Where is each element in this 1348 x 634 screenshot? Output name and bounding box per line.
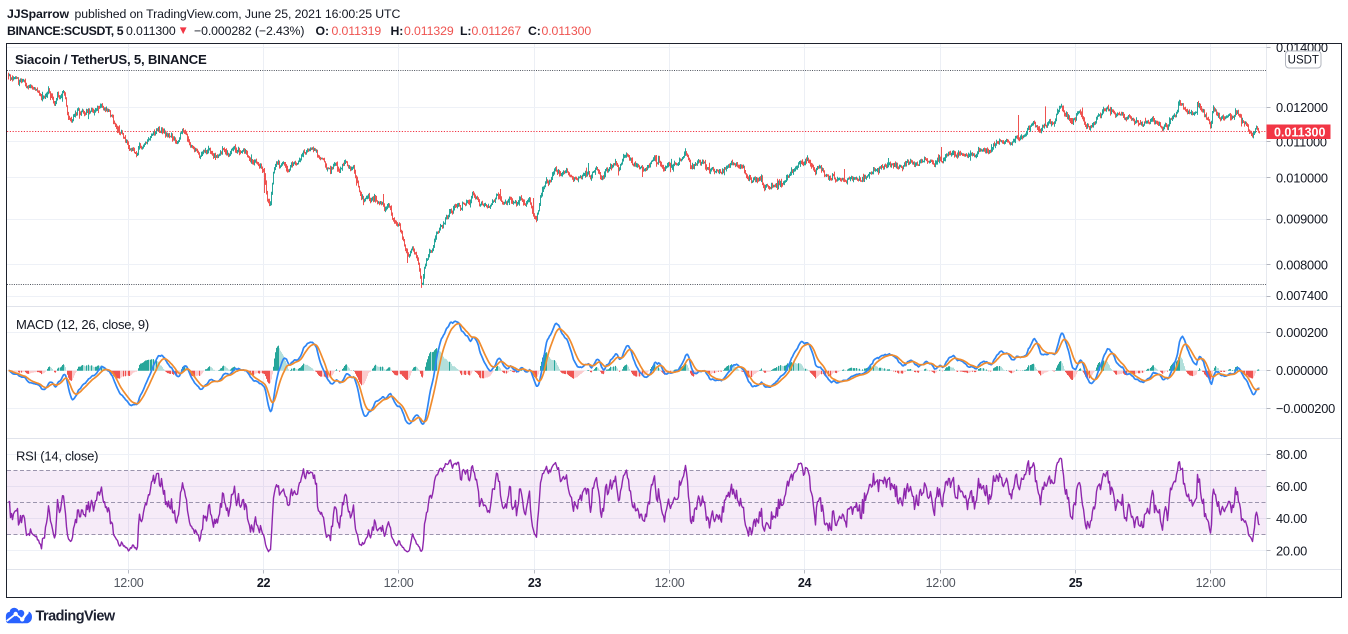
svg-text:TradingView: TradingView xyxy=(36,609,116,625)
svg-text:0.011300: 0.011300 xyxy=(1274,125,1325,139)
svg-text:0.010000: 0.010000 xyxy=(1276,170,1328,185)
svg-text:60.00: 60.00 xyxy=(1276,479,1307,494)
svg-text:0.009000: 0.009000 xyxy=(1276,212,1328,227)
svg-text:0.000200: 0.000200 xyxy=(1276,325,1328,340)
svg-text:0.000000: 0.000000 xyxy=(1276,363,1328,378)
svg-text:0.008000: 0.008000 xyxy=(1276,257,1328,272)
svg-text:20.00: 20.00 xyxy=(1276,543,1307,558)
svg-text:40.00: 40.00 xyxy=(1276,511,1307,526)
svg-text:0.012000: 0.012000 xyxy=(1276,100,1328,115)
svg-text:0.007400: 0.007400 xyxy=(1276,288,1328,303)
svg-text:22: 22 xyxy=(257,576,271,590)
svg-text:RSI (14, close): RSI (14, close) xyxy=(16,449,98,464)
svg-text:24: 24 xyxy=(798,576,812,590)
svg-text:23: 23 xyxy=(528,576,542,590)
svg-text:USDT: USDT xyxy=(1288,55,1319,67)
svg-text:12:00: 12:00 xyxy=(1196,576,1226,590)
svg-text:MACD (12, 26, close, 9): MACD (12, 26, close, 9) xyxy=(16,317,149,332)
svg-text:12:00: 12:00 xyxy=(114,576,144,590)
svg-text:25: 25 xyxy=(1069,576,1083,590)
svg-text:12:00: 12:00 xyxy=(926,576,956,590)
svg-text:Siacoin / TetherUS, 5, BINANCE: Siacoin / TetherUS, 5, BINANCE xyxy=(15,52,207,67)
svg-text:12:00: 12:00 xyxy=(384,576,414,590)
svg-text:−0.000200: −0.000200 xyxy=(1276,401,1335,416)
svg-text:12:00: 12:00 xyxy=(655,576,685,590)
svg-text:80.00: 80.00 xyxy=(1276,447,1307,462)
